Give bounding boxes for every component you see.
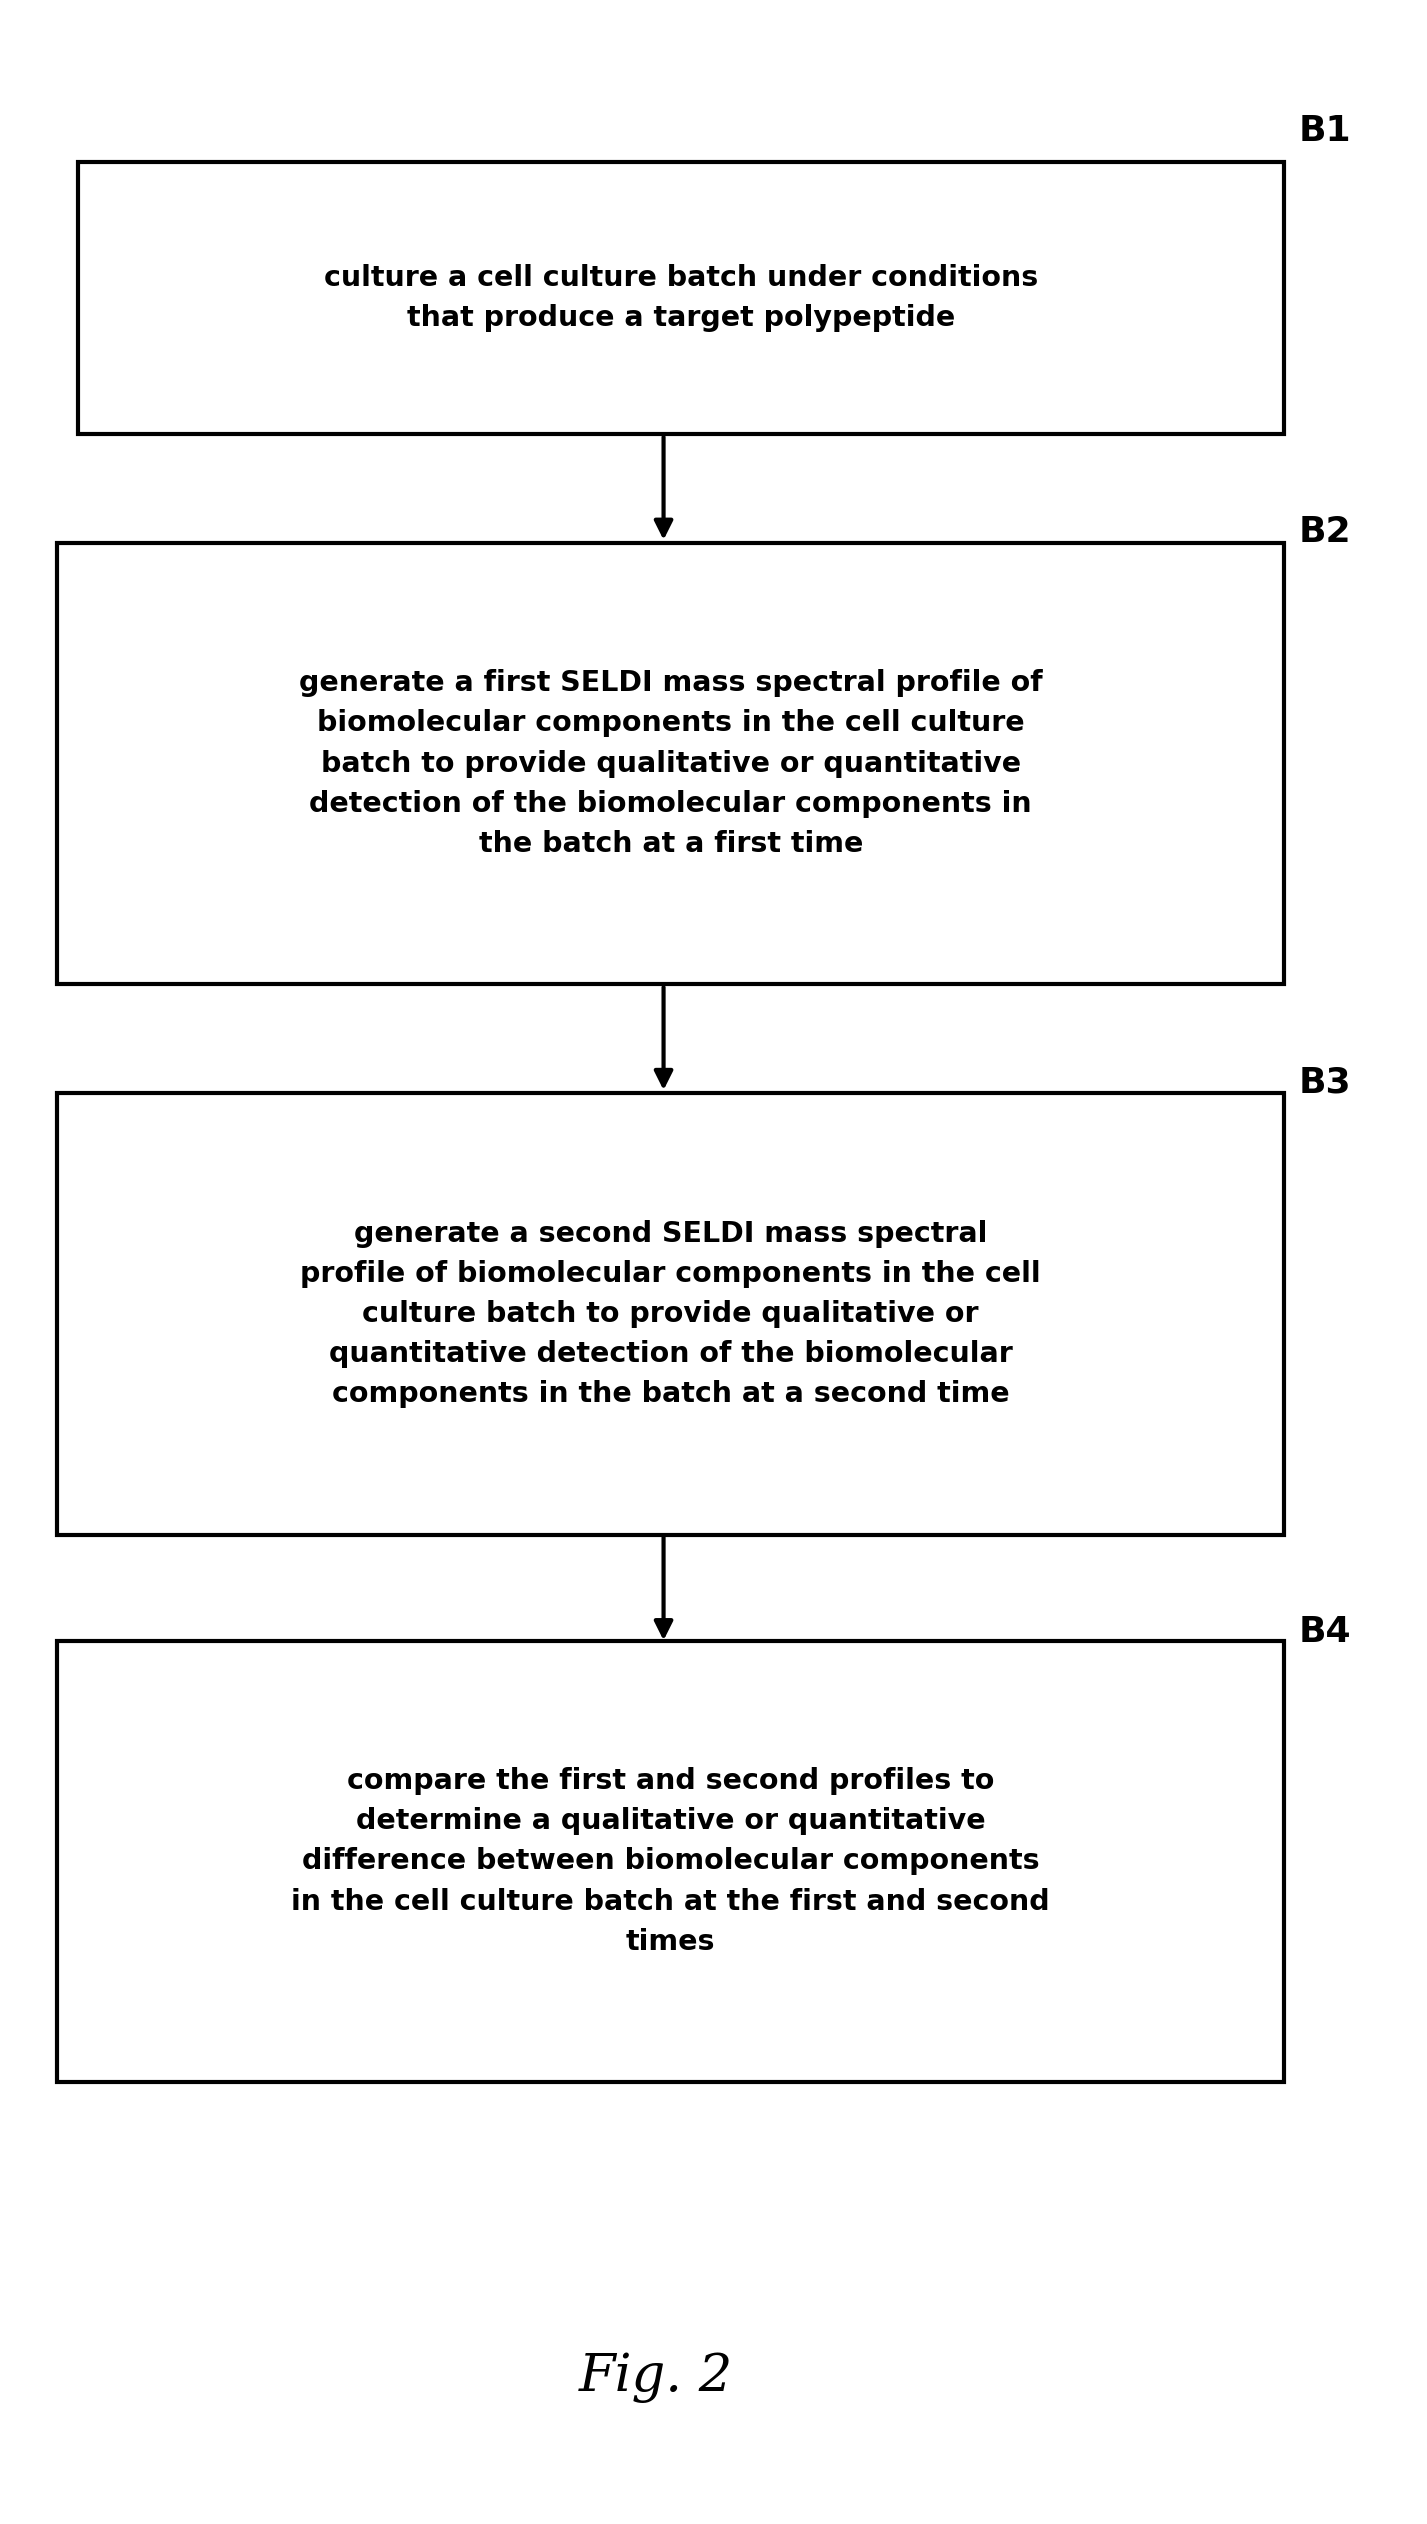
FancyBboxPatch shape <box>78 162 1284 434</box>
Text: B1: B1 <box>1299 114 1351 146</box>
Text: generate a second SELDI mass spectral
profile of biomolecular components in the : generate a second SELDI mass spectral pr… <box>300 1219 1042 1408</box>
Text: compare the first and second profiles to
determine a qualitative or quantitative: compare the first and second profiles to… <box>291 1767 1050 1956</box>
FancyBboxPatch shape <box>57 1093 1284 1535</box>
Text: B4: B4 <box>1299 1615 1351 1648</box>
Text: B2: B2 <box>1299 515 1351 548</box>
FancyBboxPatch shape <box>57 1641 1284 2082</box>
Text: Fig. 2: Fig. 2 <box>579 2352 733 2403</box>
Text: B3: B3 <box>1299 1065 1351 1098</box>
Text: culture a cell culture batch under conditions
that produce a target polypeptide: culture a cell culture batch under condi… <box>324 265 1039 331</box>
Text: generate a first SELDI mass spectral profile of
biomolecular components in the c: generate a first SELDI mass spectral pro… <box>298 669 1043 858</box>
FancyBboxPatch shape <box>57 543 1284 984</box>
